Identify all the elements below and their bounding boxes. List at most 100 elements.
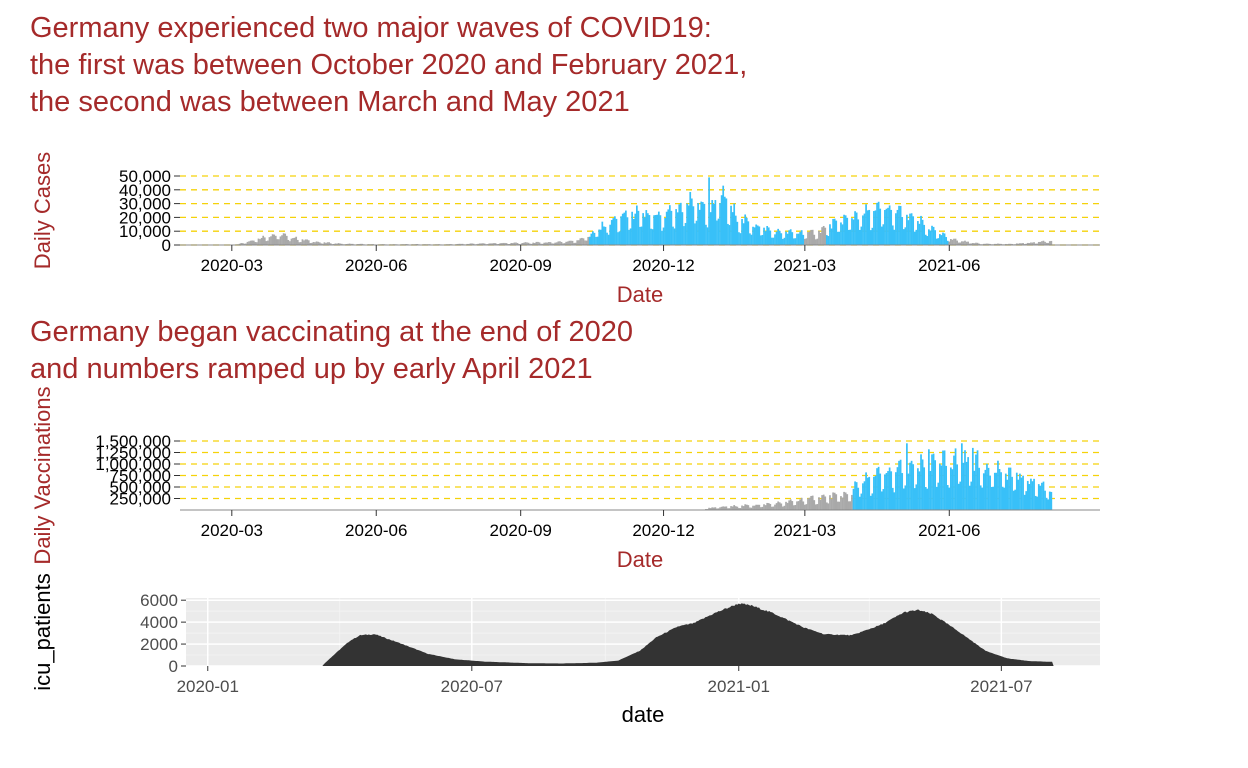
bar: [791, 232, 794, 245]
bar: [332, 243, 335, 245]
bar: [651, 229, 654, 245]
bar: [251, 240, 254, 245]
bar: [1033, 242, 1035, 245]
bar: [847, 229, 850, 245]
bar: [819, 232, 822, 245]
bar: [1009, 243, 1012, 245]
bar: [551, 243, 553, 245]
bar: [792, 238, 795, 245]
bar: [964, 450, 966, 510]
bar: [895, 213, 897, 245]
bar: [756, 225, 759, 245]
bar: [334, 243, 337, 245]
bar: [868, 209, 871, 245]
bar: [675, 209, 677, 245]
bar: [763, 504, 765, 510]
bar: [744, 214, 747, 245]
x-tick-label: 2020-03: [201, 256, 263, 275]
bar: [891, 487, 894, 510]
bar: [1042, 481, 1045, 510]
bar: [736, 506, 739, 510]
x-tick-label: 2020-06: [345, 521, 407, 540]
bar: [676, 212, 679, 245]
bar: [1036, 496, 1039, 510]
bar: [689, 191, 692, 245]
bar: [731, 506, 734, 510]
bar: [841, 497, 844, 510]
bar: [293, 237, 296, 245]
bar: [818, 230, 820, 245]
y-tick-label: 500,000: [110, 478, 171, 497]
bar: [620, 216, 623, 245]
bar: [339, 243, 341, 245]
bar: [948, 241, 951, 245]
bar: [521, 243, 524, 245]
y-tick-label: 0: [162, 236, 171, 255]
bar: [909, 462, 911, 510]
bar: [753, 227, 756, 245]
bar: [998, 469, 1001, 510]
bar: [849, 501, 852, 510]
bar: [703, 203, 706, 245]
bar: [612, 218, 615, 245]
bar: [810, 495, 812, 510]
x-tick-label: 2020-09: [489, 256, 551, 275]
bar: [706, 227, 709, 245]
bar: [772, 506, 775, 510]
bar: [510, 243, 513, 245]
x-tick-label: 2021-06: [918, 256, 980, 275]
bar: [760, 235, 762, 245]
bar: [1045, 242, 1048, 245]
bar: [650, 228, 652, 245]
bar: [890, 471, 893, 510]
bar: [614, 216, 616, 245]
bar: [782, 506, 784, 510]
bar: [1015, 243, 1018, 245]
bar: [979, 485, 982, 510]
bar: [312, 242, 315, 245]
bar: [811, 229, 814, 245]
bar: [530, 243, 533, 245]
bar: [337, 243, 340, 245]
bar: [648, 215, 651, 245]
bar: [582, 238, 585, 245]
bar: [995, 472, 998, 510]
bar: [626, 217, 629, 245]
bar: [245, 243, 247, 245]
bar: [997, 243, 999, 245]
bar: [792, 505, 795, 510]
bar: [813, 234, 816, 245]
bar: [1044, 490, 1046, 510]
bar: [984, 469, 987, 510]
bar: [576, 240, 579, 245]
bar: [835, 494, 838, 510]
bar: [901, 217, 904, 245]
bar: [290, 238, 293, 245]
bar: [747, 221, 750, 245]
bar: [323, 242, 326, 245]
bar: [557, 241, 560, 245]
bar: [566, 241, 569, 245]
bar: [997, 460, 999, 510]
bar: [803, 504, 806, 510]
bar: [585, 240, 588, 245]
bar: [296, 239, 299, 245]
bar: [742, 223, 745, 245]
bar: [910, 213, 913, 245]
bar: [978, 467, 980, 510]
bar: [491, 243, 494, 245]
bar: [348, 243, 351, 245]
bar: [954, 238, 957, 245]
bar: [678, 204, 681, 245]
bar: [295, 236, 298, 245]
bar: [869, 230, 872, 245]
bar: [953, 455, 955, 510]
bar: [1030, 478, 1032, 510]
bar: [975, 454, 977, 510]
bar: [571, 240, 574, 245]
bar: [727, 508, 729, 510]
bar: [254, 242, 257, 245]
bar: [273, 234, 276, 245]
bar: [849, 229, 852, 245]
bar: [967, 457, 969, 510]
